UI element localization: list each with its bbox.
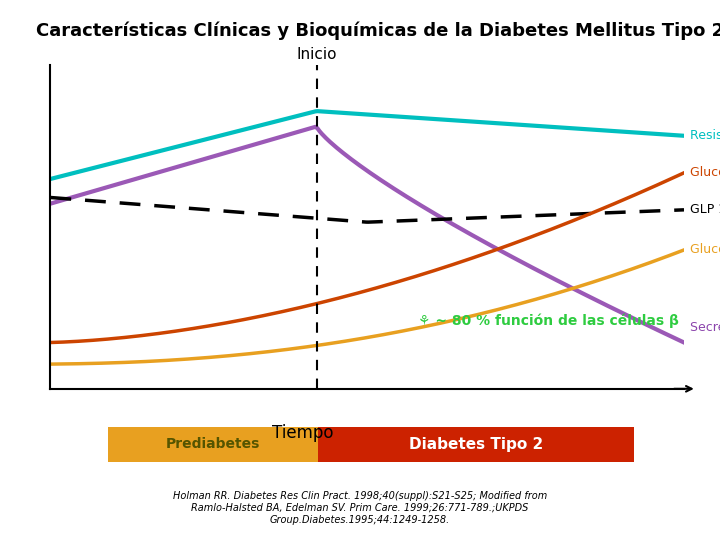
Text: Características Clínicas y Bioquímicas de la Diabetes Mellitus Tipo 2.: Características Clínicas y Bioquímicas d…: [36, 22, 720, 40]
Text: GLP 1: GLP 1: [690, 204, 720, 217]
FancyBboxPatch shape: [108, 427, 318, 462]
Text: Holman RR. Diabetes Res Clin Pract. 1998;40(suppl):S21-S25; Modified from
Ramlo-: Holman RR. Diabetes Res Clin Pract. 1998…: [173, 491, 547, 524]
Text: Prediabetes: Prediabetes: [166, 437, 261, 451]
Text: Inicio: Inicio: [296, 47, 337, 62]
Text: Resistencia a la Insulina: Resistencia a la Insulina: [690, 129, 720, 142]
FancyBboxPatch shape: [318, 427, 634, 462]
Text: Glucosa postprandial: Glucosa postprandial: [690, 166, 720, 179]
Text: Tiempo: Tiempo: [271, 424, 333, 442]
Text: Diabetes Tipo 2: Diabetes Tipo 2: [409, 437, 543, 451]
Text: Glucosa en ayuno: Glucosa en ayuno: [690, 244, 720, 256]
Text: ⚘ ~ 80 % función de las células β: ⚘ ~ 80 % función de las células β: [418, 314, 679, 328]
Text: Secreción de Insulina: Secreción de Insulina: [690, 321, 720, 334]
